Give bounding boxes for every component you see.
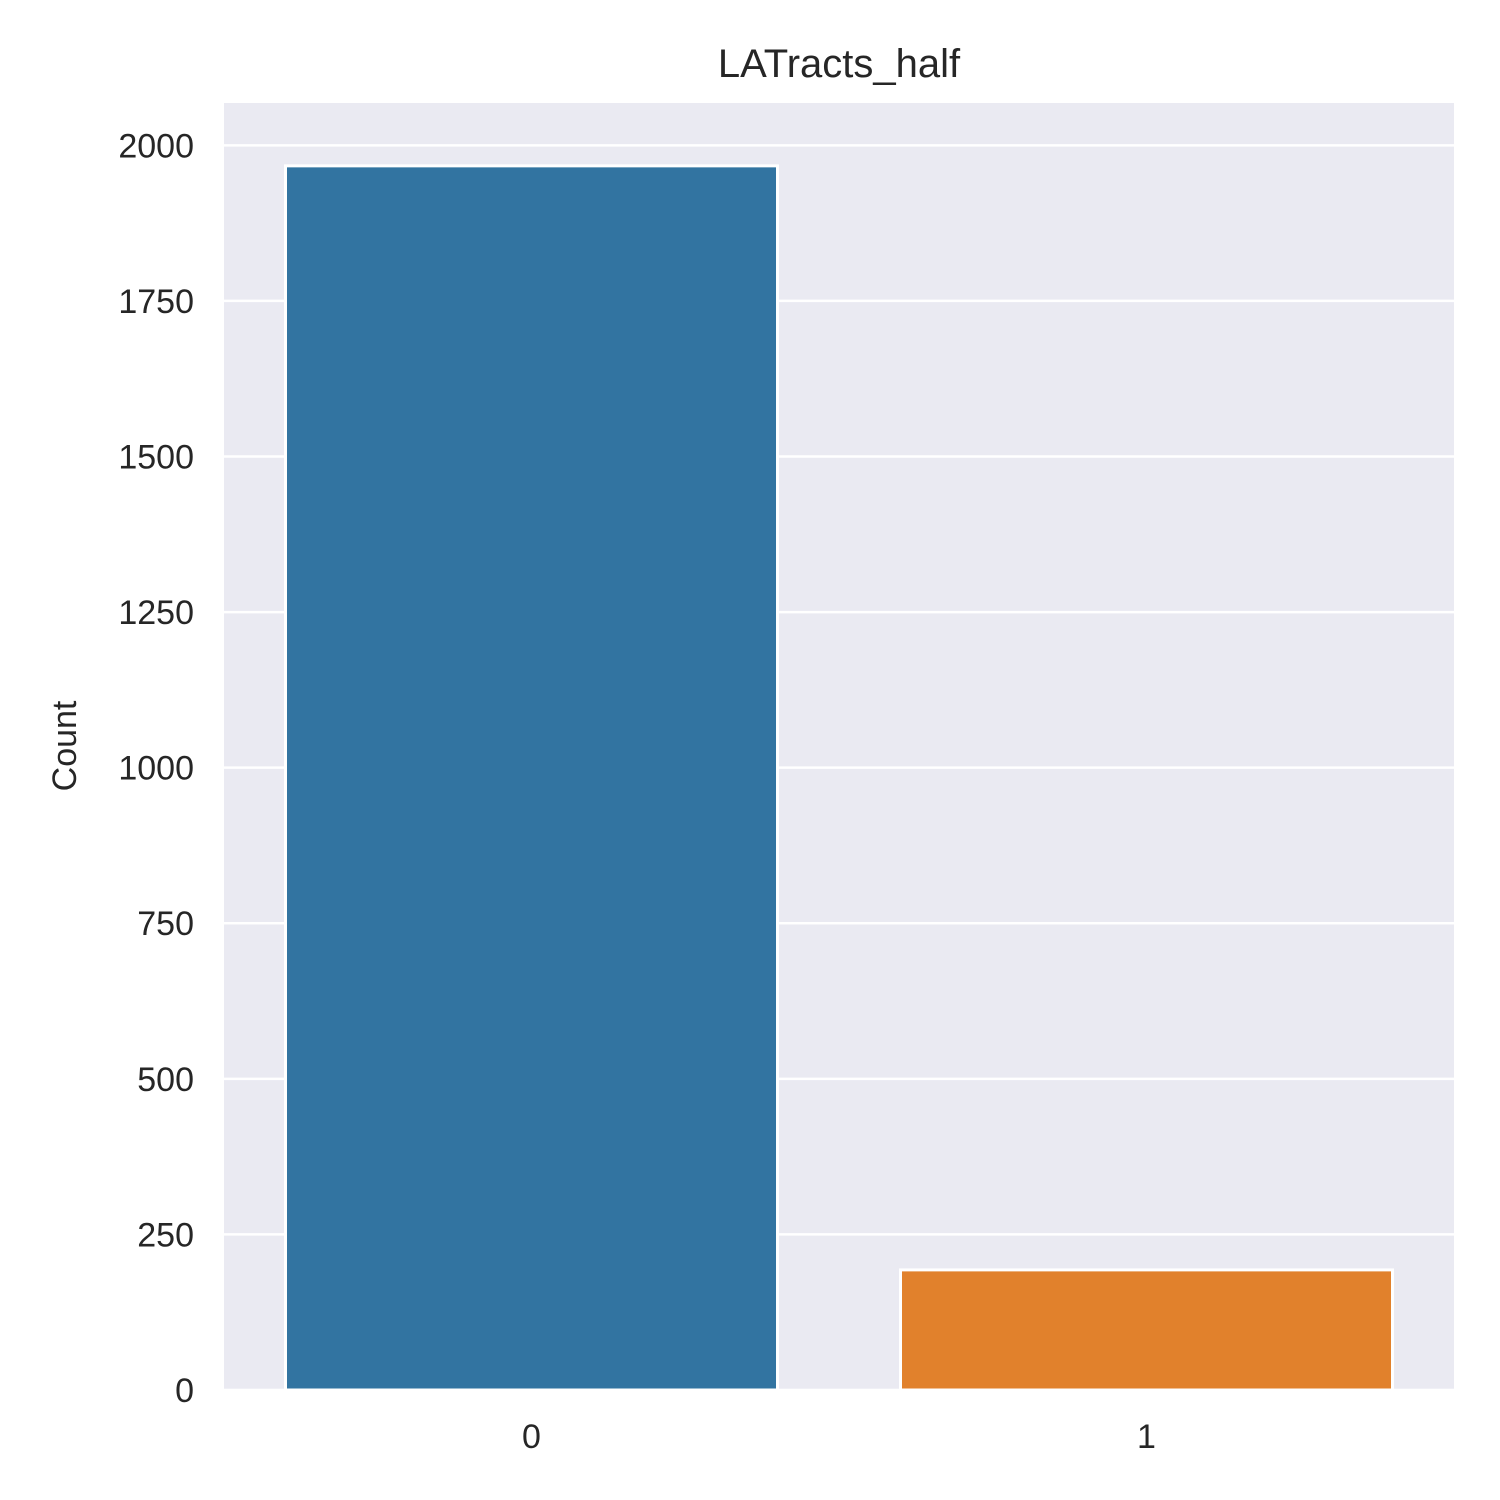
y-tick-label: 1500 <box>118 438 194 476</box>
y-axis-label: Count <box>46 700 84 791</box>
y-axis-ticks: 0 250 500 750 1000 1250 1500 1750 2000 <box>118 127 194 1410</box>
y-tick-label: 250 <box>137 1216 194 1254</box>
bar-1 <box>899 1268 1394 1392</box>
y-tick-label: 1000 <box>118 750 194 788</box>
bars <box>284 164 1394 1392</box>
x-tick-label: 1 <box>1137 1418 1156 1456</box>
x-tick-label: 0 <box>522 1418 541 1456</box>
chart-title: LATracts_half <box>718 42 961 86</box>
bar-0 <box>284 164 779 1392</box>
y-tick-label: 750 <box>137 905 194 943</box>
y-tick-label: 0 <box>175 1372 194 1410</box>
y-tick-label: 1250 <box>118 594 194 632</box>
y-tick-label: 1750 <box>118 283 194 321</box>
y-tick-label: 2000 <box>118 127 194 165</box>
y-tick-label: 500 <box>137 1061 194 1099</box>
